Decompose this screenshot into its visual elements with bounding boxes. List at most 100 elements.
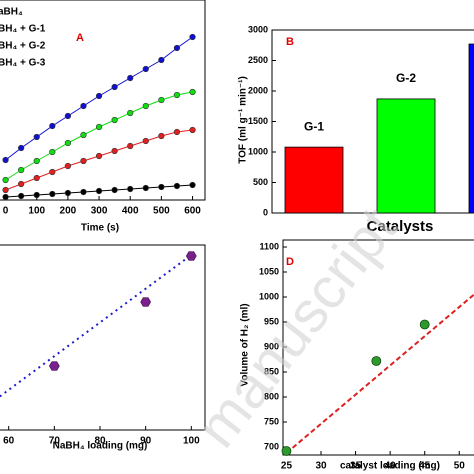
panel-label: A — [76, 32, 84, 44]
x-tick-label: 400 — [122, 206, 139, 217]
watermark: manuscript — [184, 196, 410, 460]
series-point — [142, 137, 149, 145]
y-tick-label: 500 — [253, 177, 268, 187]
series-point — [18, 166, 25, 174]
series-point — [111, 116, 118, 124]
x-axis-title: NaBH₄ loading (mg) — [53, 441, 148, 452]
x-tick-label: 60 — [3, 436, 15, 447]
panel-label: D — [286, 256, 294, 268]
fit-line — [0, 254, 192, 398]
x-axis-title: catalyst loading (mg) — [340, 461, 440, 472]
series-point — [158, 183, 165, 191]
y-tick-label: 2500 — [248, 55, 268, 65]
series-point — [49, 122, 56, 130]
bar — [468, 43, 474, 214]
series-point — [80, 102, 87, 110]
series-point — [95, 152, 103, 160]
legend-label: BH₄ + G-2 — [0, 41, 46, 52]
x-tick-label: 100 — [183, 436, 200, 447]
series-point — [142, 102, 149, 110]
series-point — [95, 187, 103, 195]
x-tick-label: 80 — [94, 436, 106, 447]
bar — [376, 98, 436, 214]
series-point — [189, 181, 196, 189]
plot-frame — [0, 0, 206, 201]
series-point — [111, 83, 118, 91]
x-tick-label: 50 — [454, 461, 466, 472]
x-tick-label: 300 — [91, 206, 108, 217]
y-tick-label: 3000 — [248, 24, 268, 34]
x-tick-label: 90 — [140, 436, 152, 447]
series-point — [18, 180, 25, 188]
series-point — [142, 65, 149, 73]
x-tick-label: 0 — [3, 206, 9, 217]
bar-label: G-1 — [304, 119, 324, 133]
x-tick-label: 30 — [315, 461, 327, 472]
x-axis-title: Time (s) — [81, 223, 119, 234]
bar — [284, 146, 344, 214]
scatter-point — [185, 251, 197, 261]
series-point — [49, 190, 56, 198]
fit-line — [285, 293, 474, 454]
series-point — [158, 96, 165, 104]
y-tick-label: 950 — [264, 316, 279, 326]
x-tick-label: 100 — [28, 206, 45, 217]
scatter-point — [419, 319, 430, 330]
x-tick-label: 45 — [419, 461, 431, 472]
series-point — [80, 157, 87, 165]
legend-label: BH₄ + G-1 — [0, 24, 46, 35]
series-point — [64, 162, 71, 170]
x-tick-label: 200 — [60, 206, 77, 217]
series-point — [173, 91, 181, 99]
series-point — [127, 109, 134, 117]
y-tick-label: 0 — [263, 207, 268, 217]
series-point — [64, 112, 71, 120]
series-point — [64, 139, 71, 147]
series-point — [95, 92, 103, 100]
series-point — [189, 88, 196, 96]
y-tick-label: 750 — [264, 416, 279, 426]
series-point — [158, 56, 165, 64]
series-point — [18, 192, 25, 200]
y-tick-label: 800 — [264, 391, 279, 401]
y-tick-label: 1000 — [248, 146, 268, 156]
series-point — [95, 123, 103, 131]
x-tick-label: 25 — [281, 461, 293, 472]
series-point — [127, 74, 134, 82]
bar-label: G-2 — [396, 71, 416, 85]
series-point — [189, 33, 196, 41]
scatter-point — [371, 356, 382, 366]
series-point — [173, 44, 181, 52]
series-point — [49, 168, 56, 176]
y-tick-label: 1000 — [259, 291, 279, 301]
legend-label: BH₄ + G-3 — [0, 58, 46, 69]
x-tick-label: 35 — [350, 461, 362, 472]
series-point — [80, 188, 87, 196]
x-tick-label: 500 — [153, 206, 170, 217]
series-point — [33, 191, 40, 199]
series-point — [127, 185, 134, 193]
series-point — [64, 189, 71, 197]
scatter-point — [281, 446, 292, 456]
series-point — [158, 132, 165, 140]
series-point — [80, 131, 87, 139]
series-line — [5, 91, 193, 181]
y-tick-label: 700 — [264, 441, 279, 451]
series-point — [33, 157, 40, 165]
series-point — [18, 144, 25, 152]
scatter-point — [140, 297, 151, 307]
series-point — [173, 128, 181, 136]
series-point — [142, 184, 149, 192]
legend-label: aBH₄ — [0, 7, 23, 18]
series-point — [111, 186, 118, 194]
scatter-point — [49, 361, 60, 371]
y-tick-label: 1050 — [259, 266, 279, 276]
series-point — [2, 156, 9, 164]
x-axis-title: Catalysts — [367, 218, 434, 235]
series-point — [33, 133, 40, 141]
panel-label: B — [286, 36, 294, 48]
x-tick-label: 600 — [184, 206, 201, 217]
series-point — [33, 174, 40, 182]
